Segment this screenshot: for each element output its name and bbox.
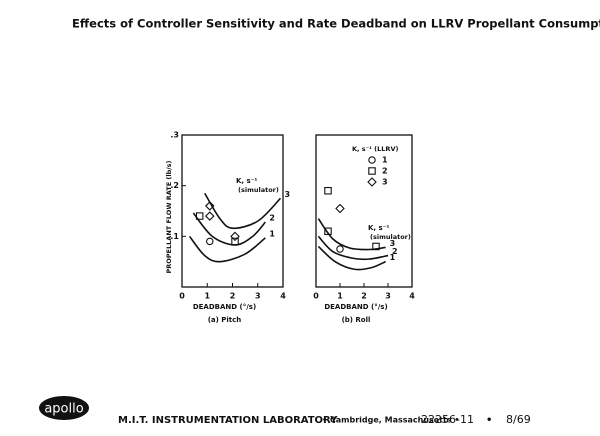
marker-square — [324, 186, 332, 195]
curve-label: 1 — [390, 253, 396, 262]
marker-diamond — [367, 177, 377, 187]
curve — [317, 235, 389, 261]
x-tick-label: 0 — [313, 292, 319, 301]
x-axis-label: DEADBAND (°/s) — [193, 303, 256, 311]
marker-diamond — [204, 201, 215, 211]
curve — [188, 235, 266, 263]
curve — [317, 245, 386, 271]
date: 8/69 — [506, 413, 531, 426]
marker-diamond — [335, 203, 345, 214]
x-tick-label: 3 — [385, 292, 391, 301]
marker-square — [324, 227, 332, 236]
curve-label: 1 — [269, 229, 275, 238]
y-tick-label: .1 — [170, 232, 179, 241]
plot-frame — [181, 134, 284, 288]
curve-key-subtitle: (simulator) — [370, 233, 411, 241]
x-axis-label: DEADBAND (°/s) — [324, 303, 387, 311]
curve — [204, 192, 282, 230]
marker-diamond — [230, 231, 240, 242]
x-tick-label: 4 — [409, 292, 415, 301]
x-tick-label: 3 — [255, 292, 261, 301]
curve-key-subtitle: (simulator) — [238, 186, 279, 194]
plot-frame — [315, 134, 413, 288]
y-axis-label: PROPELLANT FLOW RATE (lb/s) — [165, 160, 173, 273]
x-tick-label: 4 — [280, 292, 286, 301]
subtitle: (b) Roll — [342, 316, 371, 324]
subtitle: (a) Pitch — [208, 316, 242, 324]
x-tick-label: 1 — [204, 292, 210, 301]
marker-circle — [336, 245, 344, 253]
curve-label: 3 — [284, 190, 290, 199]
marker-circle — [368, 156, 376, 164]
legend-label: 3 — [382, 178, 388, 187]
legend-label: 2 — [382, 167, 388, 176]
location: • Cambridge, Massachusetts • — [322, 416, 460, 425]
curve — [317, 218, 386, 251]
curve-label: 2 — [392, 247, 398, 256]
marker-square — [231, 237, 239, 246]
marker-diamond — [204, 211, 215, 221]
lab-name: M.I.T. INSTRUMENTATION LABORATORY — [118, 415, 338, 426]
marker-circle — [206, 237, 214, 246]
separator: • — [486, 415, 492, 426]
logo: apollo — [44, 402, 83, 417]
logo-badge — [39, 396, 89, 420]
marker-square — [372, 242, 380, 251]
legend-label: 1 — [382, 156, 388, 165]
curve — [192, 212, 266, 246]
curve-key-title: K, s⁻¹ — [236, 177, 257, 185]
curve-key-title: K, s⁻¹ — [368, 224, 389, 232]
legend-title: K, s⁻¹ (LLRV) — [352, 145, 398, 153]
marker-square — [195, 212, 204, 220]
curve-label: 3 — [390, 239, 396, 248]
y-tick-label: .3 — [170, 131, 179, 140]
doc-number: 22256-11 — [421, 413, 474, 426]
y-tick-label: .2 — [170, 181, 179, 190]
x-tick-label: 2 — [230, 292, 236, 301]
curve-label: 2 — [269, 214, 275, 223]
x-tick-label: 0 — [179, 292, 185, 301]
marker-square — [368, 167, 376, 175]
x-tick-label: 1 — [337, 292, 343, 301]
title: Effects of Controller Sensitivity and Ra… — [72, 17, 600, 31]
x-tick-label: 2 — [361, 292, 367, 301]
